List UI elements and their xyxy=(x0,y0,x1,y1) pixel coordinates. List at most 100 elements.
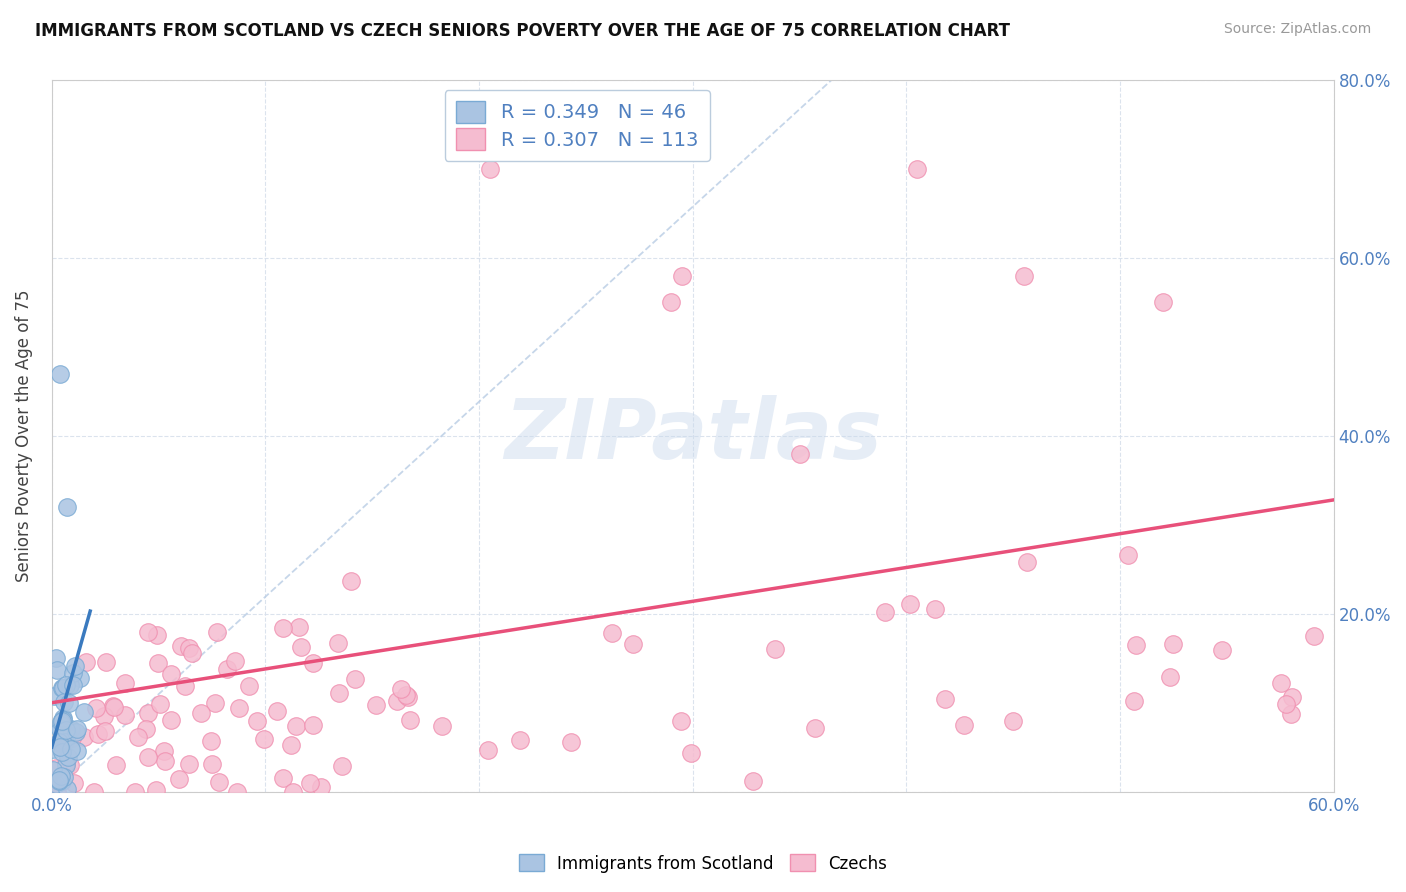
Point xyxy=(177,640,200,655)
Point xyxy=(290,640,312,655)
Point xyxy=(55,500,77,514)
Point xyxy=(136,750,159,764)
Point xyxy=(51,773,73,788)
Point xyxy=(395,688,418,702)
Point xyxy=(1281,690,1303,704)
Point xyxy=(136,625,159,640)
Point xyxy=(49,736,72,750)
Point xyxy=(146,656,169,670)
Point xyxy=(389,682,412,697)
Point xyxy=(208,774,231,789)
Point xyxy=(75,655,97,669)
Point xyxy=(55,723,77,738)
Point xyxy=(42,689,65,703)
Point xyxy=(49,367,72,381)
Point xyxy=(326,635,349,649)
Point xyxy=(59,678,82,692)
Point xyxy=(136,706,159,720)
Point xyxy=(93,708,115,723)
Point xyxy=(52,770,75,784)
Point xyxy=(430,719,453,733)
Point xyxy=(600,625,623,640)
Point xyxy=(343,672,366,686)
Point xyxy=(1012,268,1035,283)
Point xyxy=(330,759,353,773)
Point xyxy=(52,681,75,695)
Point xyxy=(55,678,77,692)
Point xyxy=(48,773,70,788)
Point xyxy=(51,714,73,728)
Point xyxy=(1303,629,1326,643)
Point xyxy=(1125,638,1147,652)
Point xyxy=(49,769,72,783)
Point xyxy=(45,651,67,665)
Point xyxy=(94,723,117,738)
Point xyxy=(215,662,238,676)
Point xyxy=(52,711,75,725)
Point xyxy=(681,746,703,760)
Point xyxy=(285,719,308,733)
Point xyxy=(898,597,921,611)
Point xyxy=(875,605,897,619)
Point xyxy=(103,698,125,713)
Point xyxy=(48,735,70,749)
Point xyxy=(62,678,84,692)
Point xyxy=(741,774,763,789)
Point xyxy=(124,785,146,799)
Point xyxy=(42,742,65,756)
Point xyxy=(366,698,388,712)
Point xyxy=(560,735,582,749)
Point xyxy=(328,686,350,700)
Point xyxy=(1275,698,1298,712)
Point xyxy=(49,714,72,729)
Point xyxy=(252,731,274,746)
Point xyxy=(924,602,946,616)
Point xyxy=(84,700,107,714)
Point xyxy=(1152,295,1174,310)
Legend: R = 0.349   N = 46, R = 0.307   N = 113: R = 0.349 N = 46, R = 0.307 N = 113 xyxy=(444,90,710,161)
Point xyxy=(60,722,83,736)
Point xyxy=(934,692,956,706)
Point xyxy=(246,714,269,728)
Point xyxy=(669,714,692,729)
Point xyxy=(477,743,499,757)
Text: ZIPatlas: ZIPatlas xyxy=(503,395,882,476)
Point xyxy=(59,758,82,772)
Point xyxy=(55,756,77,770)
Point xyxy=(103,699,125,714)
Text: IMMIGRANTS FROM SCOTLAND VS CZECH SENIORS POVERTY OVER THE AGE OF 75 CORRELATION: IMMIGRANTS FROM SCOTLAND VS CZECH SENIOR… xyxy=(35,22,1010,40)
Point xyxy=(299,776,322,790)
Point xyxy=(145,628,167,642)
Point xyxy=(51,681,73,696)
Point xyxy=(105,757,128,772)
Point xyxy=(200,733,222,747)
Point xyxy=(478,161,501,176)
Point xyxy=(56,782,79,797)
Point xyxy=(309,780,332,794)
Point xyxy=(49,723,72,737)
Point xyxy=(905,161,928,176)
Point xyxy=(190,706,212,721)
Point xyxy=(96,655,118,669)
Point xyxy=(48,736,70,750)
Point xyxy=(73,730,96,744)
Point xyxy=(1279,706,1302,721)
Point xyxy=(160,667,183,681)
Point xyxy=(60,731,83,745)
Point xyxy=(1116,548,1139,562)
Point xyxy=(149,697,172,711)
Point xyxy=(63,659,86,673)
Point xyxy=(145,783,167,797)
Point xyxy=(51,745,73,759)
Point xyxy=(281,785,304,799)
Point xyxy=(205,624,228,639)
Point xyxy=(153,744,176,758)
Point xyxy=(65,725,87,739)
Point xyxy=(48,773,70,788)
Point xyxy=(42,763,65,777)
Point xyxy=(509,732,531,747)
Point xyxy=(55,728,77,742)
Point xyxy=(153,755,176,769)
Point xyxy=(46,785,69,799)
Point xyxy=(953,718,976,732)
